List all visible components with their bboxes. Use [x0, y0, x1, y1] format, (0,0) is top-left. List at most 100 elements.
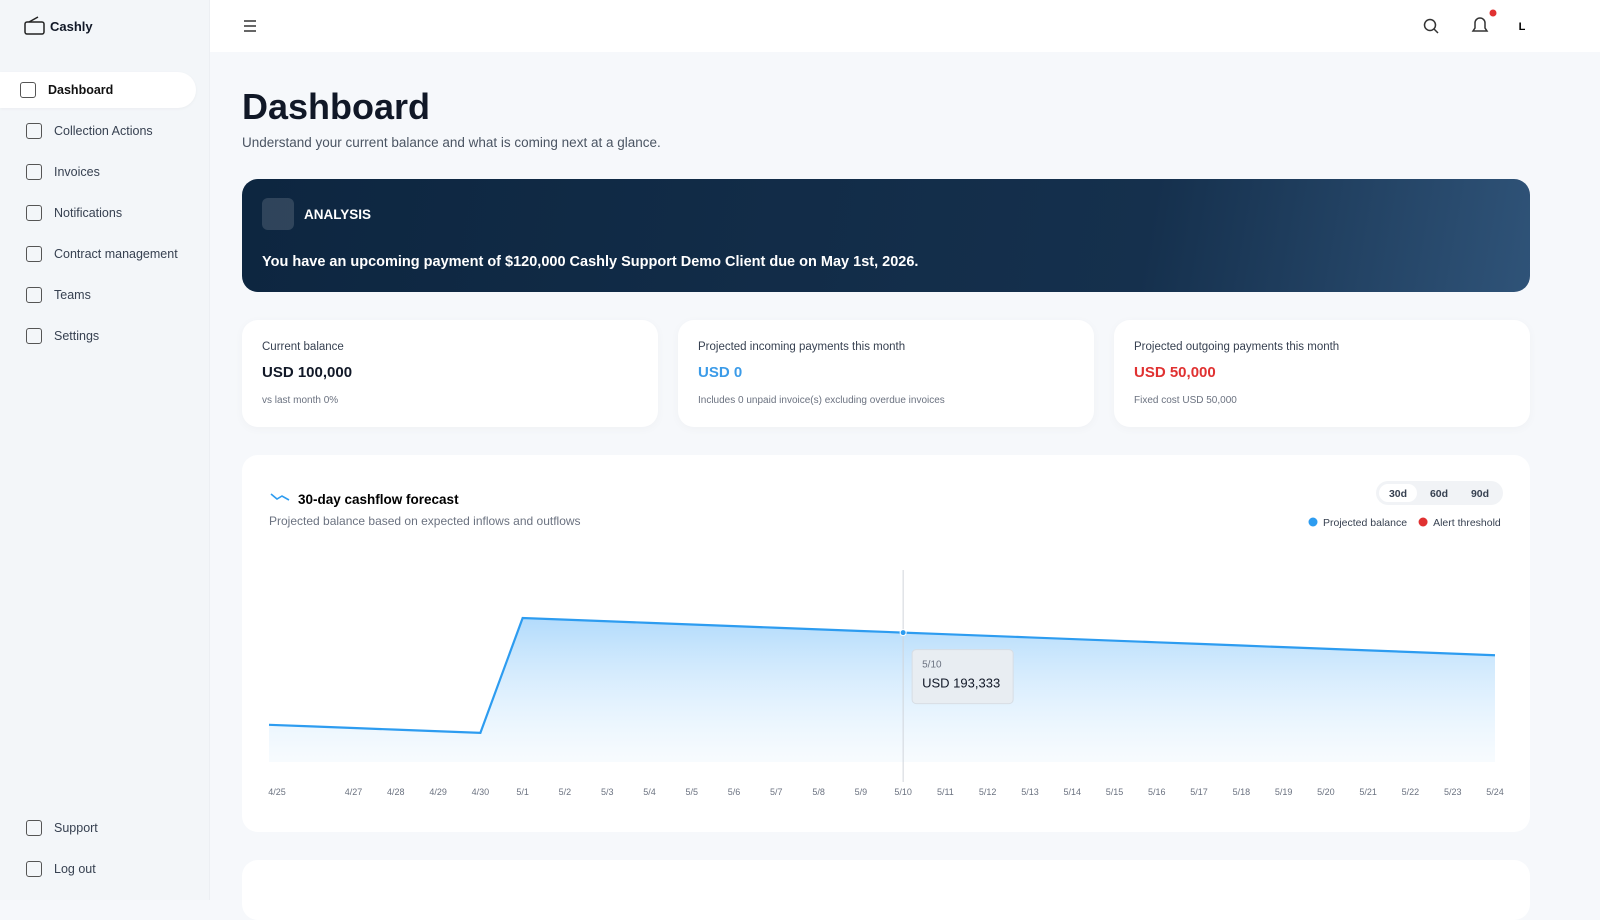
x-tick-label: 5/10	[894, 787, 912, 797]
legend-label: Projected balance	[1323, 517, 1407, 529]
x-tick-label: 5/11	[937, 787, 954, 797]
range-option[interactable]: 30d	[1389, 488, 1407, 500]
card-value: USD 50,000	[1134, 364, 1216, 381]
range-option[interactable]: 60d	[1430, 488, 1448, 500]
trend-icon	[270, 493, 290, 501]
nav-label: Dashboard	[48, 83, 114, 97]
x-tick-label: 5/7	[770, 787, 783, 797]
line	[268, 616, 1496, 735]
tooltip-label: 5/10	[922, 660, 942, 671]
x-tick-label: 5/4	[643, 787, 656, 797]
x-tick-label: 5/16	[1148, 787, 1166, 797]
legend-dot	[1308, 517, 1318, 527]
nav-item[interactable]: Contract management	[0, 236, 196, 272]
x-tick-label: 4/28	[387, 787, 405, 797]
app: Cashly Dashboard Collection Actions Invoic…	[0, 0, 1600, 900]
chart-title: 30-day cashflow forecast	[298, 492, 459, 507]
logo	[24, 16, 45, 35]
notifications-button[interactable]	[1471, 9, 1497, 32]
legend-label: Alert threshold	[1433, 517, 1501, 529]
x-tick-label: 5/12	[979, 787, 997, 797]
x-tick-label: 5/18	[1233, 787, 1251, 797]
nav-item[interactable]: Collection Actions	[0, 113, 196, 149]
nav: Dashboard Collection Actions Invoices Notif…	[0, 72, 210, 359]
nav-icon	[26, 246, 42, 262]
x-tick-label: 5/6	[728, 787, 741, 797]
legend-dot	[1418, 517, 1428, 527]
menu-button[interactable]	[244, 20, 256, 32]
footer-nav: Support Log out	[0, 810, 210, 892]
nav-label: Notifications	[54, 206, 123, 220]
nav-icon	[20, 82, 36, 98]
analysis-icon	[262, 198, 294, 230]
area-fill	[269, 618, 1495, 762]
nav-item[interactable]: Teams	[0, 277, 196, 313]
summary-card: Current balance USD 100,000 vs last month …	[242, 320, 658, 427]
range-selected	[1379, 484, 1417, 502]
x-tick-label: 5/19	[1275, 787, 1293, 797]
x-tick-label: 4/27	[345, 787, 363, 797]
brand[interactable]: Cashly	[24, 16, 93, 36]
page-title: Dashboard	[242, 86, 431, 127]
nav-label: Contract management	[54, 247, 178, 261]
x-tick-label: 5/5	[686, 787, 699, 797]
x-tick-label: 5/8	[812, 787, 825, 797]
nav-label: Invoices	[54, 165, 100, 179]
nav-icon	[26, 164, 42, 180]
hover-point	[899, 629, 907, 637]
summary-card: Projected outgoing payments this month US…	[1114, 320, 1530, 427]
nav-icon	[26, 328, 42, 344]
page-subtitle: Understand your current balance and what…	[242, 135, 661, 150]
nav-label: Support	[54, 821, 98, 835]
nav-label: Teams	[54, 288, 91, 302]
x-tick-label: 4/25	[268, 787, 286, 797]
analysis-title: ANALYSIS	[304, 207, 372, 222]
card-value: USD 0	[698, 364, 743, 381]
page: Cashly Dashboard { "brand": "Cashly", "a…	[0, 0, 1600, 900]
nav-item[interactable]: Invoices	[0, 154, 196, 190]
chart: 30-day cashflow forecast Projected balan…	[268, 481, 1504, 797]
x-tick-label: 4/29	[429, 787, 447, 797]
card-label: Projected incoming payments this month	[698, 341, 906, 353]
nav-item[interactable]: Notifications	[0, 195, 196, 231]
nav-item[interactable]: Dashboard	[0, 72, 196, 108]
top-bar: L	[210, 0, 1600, 52]
nav-label: Settings	[54, 329, 100, 343]
card-value: USD 100,000	[262, 364, 353, 381]
top-icons: L	[244, 9, 1526, 34]
search-button[interactable]	[1423, 18, 1439, 34]
x-tick-label: 5/14	[1063, 787, 1081, 797]
nav-label: Collection Actions	[54, 124, 153, 138]
x-tick-label: 5/20	[1317, 787, 1335, 797]
x-tick-label: 5/23	[1444, 787, 1462, 797]
tooltip	[911, 649, 1014, 705]
x-tick-label: 5/13	[1021, 787, 1039, 797]
nav-label: Log out	[54, 862, 96, 876]
nav-icon	[26, 820, 42, 836]
card-note: vs last month 0%	[262, 395, 339, 406]
nav-icon	[26, 123, 42, 139]
summary-card: Projected incoming payments this month US…	[678, 320, 1094, 427]
x-tick-label: 5/1	[516, 787, 529, 797]
nav-item[interactable]: Support	[0, 810, 196, 846]
range-option[interactable]: 90d	[1471, 488, 1489, 500]
x-tick-label: 5/2	[559, 787, 572, 797]
avatar[interactable]: L	[1519, 21, 1526, 33]
nav-icon	[26, 205, 42, 221]
sidebar: Cashly Dashboard Collection Actions Invoic…	[0, 0, 210, 900]
x-tick-label: 5/17	[1190, 787, 1208, 797]
x-tick-label: 5/9	[855, 787, 868, 797]
card-label: Current balance	[262, 341, 344, 353]
nav-icon	[26, 287, 42, 303]
nav-item[interactable]: Settings	[0, 318, 196, 354]
analysis-message: You have an upcoming payment of $120,000…	[262, 254, 919, 270]
nav-item[interactable]: Log out	[0, 851, 196, 887]
card-note: Includes 0 unpaid invoice(s) excluding o…	[698, 395, 945, 406]
x-tick-label: 5/24	[1486, 787, 1504, 797]
x-tick-label: 5/22	[1402, 787, 1420, 797]
x-tick-label: 5/3	[601, 787, 614, 797]
chart-subtitle: Projected balance based on expected infl…	[269, 514, 581, 528]
x-tick-label: 5/21	[1359, 787, 1377, 797]
card-note: Fixed cost USD 50,000	[1134, 395, 1237, 406]
tooltip-value: USD 193,333	[922, 676, 1000, 691]
